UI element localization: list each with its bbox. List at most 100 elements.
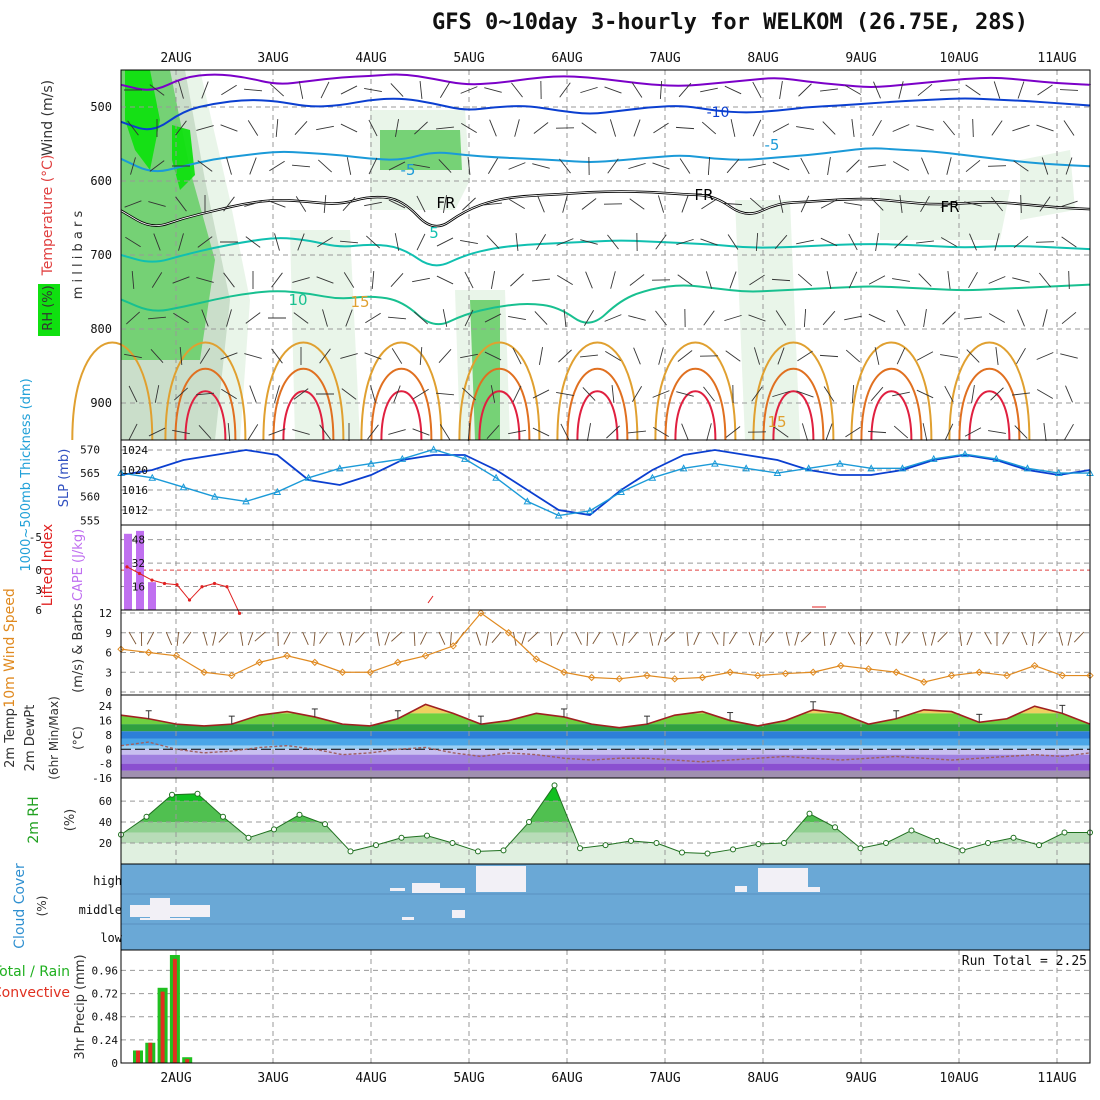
warm-isotherm bbox=[262, 341, 345, 441]
rh-point bbox=[577, 845, 583, 852]
li-line bbox=[126, 566, 240, 614]
rh-point bbox=[730, 846, 736, 853]
wind-barb bbox=[346, 157, 352, 175]
wind-barb bbox=[649, 631, 654, 646]
wind-barb bbox=[730, 119, 736, 137]
rh-band bbox=[121, 822, 1090, 833]
wind-barb bbox=[848, 233, 858, 251]
wind-barb bbox=[678, 82, 692, 98]
wind-barb bbox=[585, 271, 593, 289]
wind-speed-point bbox=[615, 675, 624, 683]
rh-point bbox=[424, 832, 430, 839]
wind-barb bbox=[292, 277, 310, 283]
wind-barb bbox=[677, 350, 693, 362]
wind-barb bbox=[752, 119, 762, 137]
li-tick: 3 bbox=[35, 584, 42, 597]
rh-point bbox=[398, 834, 405, 841]
wind-barb bbox=[798, 83, 812, 97]
wind-barb bbox=[449, 631, 452, 646]
wind-barb bbox=[658, 347, 664, 365]
wind-barb bbox=[729, 631, 737, 645]
thickness-tick: 560 bbox=[80, 491, 100, 504]
li-point bbox=[212, 581, 217, 586]
wind-barb bbox=[779, 81, 783, 99]
wind-barb bbox=[365, 312, 381, 324]
wind-barb bbox=[319, 424, 331, 440]
warm-isotherm bbox=[772, 390, 815, 441]
legend-rain: Total / Rain bbox=[0, 964, 70, 980]
wind-barb bbox=[965, 159, 981, 173]
thickness-point bbox=[179, 483, 188, 491]
wind-barb bbox=[1035, 241, 1055, 243]
li-point bbox=[427, 595, 434, 604]
isotherm-freezing-inner bbox=[120, 191, 1091, 227]
wind-barb bbox=[930, 631, 936, 646]
wind-speed-point bbox=[338, 668, 347, 676]
wind-barb bbox=[341, 388, 357, 400]
wind-barb bbox=[557, 274, 573, 286]
wind-speed-point bbox=[144, 648, 153, 657]
wind-barb bbox=[772, 390, 790, 398]
wind-barb bbox=[653, 426, 669, 438]
wind-barb bbox=[918, 273, 932, 287]
cloud-tick: low bbox=[100, 931, 122, 945]
wind-barb bbox=[1065, 385, 1073, 403]
wind-barb bbox=[364, 87, 382, 93]
wind-barb bbox=[176, 631, 180, 646]
wind-barb bbox=[390, 273, 404, 287]
wind-barb bbox=[681, 195, 689, 213]
wind-barb bbox=[223, 272, 235, 288]
wind-barb bbox=[127, 120, 139, 136]
wind-barb bbox=[223, 196, 235, 212]
wind-barb bbox=[711, 631, 719, 645]
wind-barb bbox=[340, 353, 358, 359]
thickness-point bbox=[367, 459, 375, 467]
wind-speed-point bbox=[504, 629, 513, 637]
wind-barb bbox=[550, 631, 553, 646]
wind-barb bbox=[622, 631, 626, 646]
wind-barb bbox=[146, 631, 155, 645]
wind-barb bbox=[538, 347, 544, 365]
wind-barb bbox=[946, 157, 952, 175]
wind-barb bbox=[154, 385, 160, 403]
panel-frame-cape bbox=[120, 524, 1091, 611]
rh-point bbox=[806, 810, 813, 817]
wind-barb bbox=[994, 233, 1000, 251]
thickness-point bbox=[961, 450, 969, 458]
wind-barb bbox=[345, 309, 353, 327]
wind-barb bbox=[195, 392, 215, 396]
wind-barb bbox=[1061, 311, 1077, 325]
thickness-point bbox=[711, 459, 719, 467]
wind-barb bbox=[582, 387, 596, 401]
warm-isotherm bbox=[948, 341, 1031, 441]
wind-barb bbox=[829, 631, 837, 646]
rh-area-base bbox=[121, 785, 1090, 864]
thickness-point bbox=[586, 506, 594, 514]
wind-barb bbox=[1073, 631, 1085, 643]
wind-barb bbox=[944, 385, 954, 403]
rh-point bbox=[883, 840, 889, 847]
thickness-point bbox=[429, 445, 438, 453]
thickness-point bbox=[523, 497, 532, 505]
temp-band bbox=[121, 749, 1090, 755]
wind-barb bbox=[268, 428, 286, 436]
warm-isotherm bbox=[458, 341, 541, 441]
wind-speed-point bbox=[560, 668, 568, 676]
wind-barb bbox=[485, 631, 490, 646]
rh-band bbox=[121, 801, 1090, 823]
wind-barb bbox=[196, 277, 214, 283]
wind-barb bbox=[610, 271, 616, 289]
rh-point bbox=[653, 840, 660, 847]
wind-barb bbox=[201, 309, 209, 327]
wind-barb bbox=[394, 233, 400, 251]
side-label-degc: (°C) bbox=[71, 726, 85, 750]
wind-barb bbox=[825, 423, 833, 441]
wind-barb bbox=[527, 631, 539, 642]
precip-tick: 0.48 bbox=[92, 1011, 119, 1024]
cape-tick: 48 bbox=[132, 534, 145, 547]
date-label-bottom: 2AUG bbox=[160, 1071, 191, 1086]
wind-barb bbox=[868, 275, 886, 285]
wind-barb bbox=[484, 87, 502, 93]
wind-barb bbox=[175, 120, 187, 136]
wind-barb bbox=[753, 347, 761, 365]
